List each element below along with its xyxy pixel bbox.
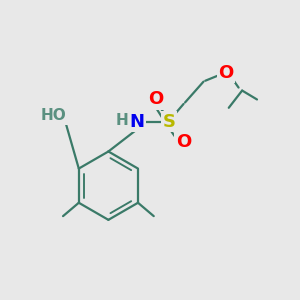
Text: O: O (176, 133, 191, 151)
Text: O: O (148, 91, 163, 109)
Text: S: S (163, 113, 176, 131)
Text: N: N (129, 113, 144, 131)
Text: H: H (116, 113, 129, 128)
Text: O: O (218, 64, 233, 82)
Text: HO: HO (41, 108, 67, 123)
